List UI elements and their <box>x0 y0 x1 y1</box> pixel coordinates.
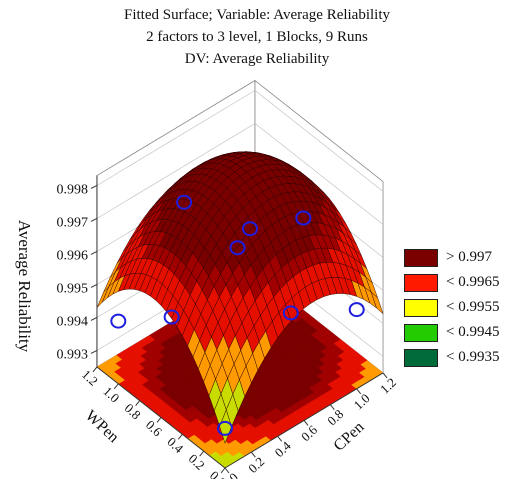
cpen-tick-mark <box>250 451 256 458</box>
z-tick-mark <box>90 350 98 354</box>
legend-item: < 0.9945 <box>404 320 499 345</box>
legend-item: > 0.997 <box>404 245 499 270</box>
cpen-tick-label: 0.8 <box>324 406 346 428</box>
chart-title-block: Fitted Surface; Variable: Average Reliab… <box>0 4 514 70</box>
wpen-tick-mark <box>113 383 119 390</box>
cpen-tick-mark <box>224 467 230 474</box>
wpen-tick-mark <box>199 450 205 457</box>
observed-point <box>217 420 233 436</box>
wpen-tick-mark <box>135 400 141 406</box>
wpen-tick-label: 1.2 <box>79 367 101 389</box>
cpen-tick-mark <box>356 388 362 395</box>
wpen-tick-mark <box>177 434 183 440</box>
cpen-tick-label: 0.0 <box>219 470 241 479</box>
cpen-tick-label: 0.6 <box>298 422 320 444</box>
wpen-tick-label: 0.2 <box>186 451 208 473</box>
z-tick-mark <box>90 218 98 222</box>
chart-subtitle-design: 2 factors to 3 level, 1 Blocks, 9 Runs <box>146 29 368 45</box>
wall-gridline <box>96 90 384 192</box>
legend-swatch <box>404 348 438 367</box>
observed-point <box>229 240 246 256</box>
observed-point <box>110 313 127 329</box>
legend-label: < 0.9945 <box>446 324 500 340</box>
z-tick-label: 0.998 <box>56 182 88 197</box>
observed-point <box>242 221 258 237</box>
observed-point <box>163 309 180 325</box>
wpen-tick-label: 0.4 <box>164 434 186 456</box>
legend-item: < 0.9955 <box>404 295 499 320</box>
legend-item: < 0.9965 <box>404 270 499 295</box>
z-tick-label: 0.995 <box>56 281 88 296</box>
z-tick-label: 0.993 <box>56 347 88 362</box>
legend-swatch <box>404 323 438 342</box>
wpen-tick-label: 1.0 <box>100 383 122 405</box>
z-tick-label: 0.996 <box>56 248 88 263</box>
wpen-tick-mark <box>156 417 162 423</box>
z-axis-title: Average Reliability <box>15 219 34 353</box>
wpen-tick-label: 0.0 <box>207 468 229 479</box>
z-tick-label: 0.997 <box>56 215 88 230</box>
legend-label: < 0.9955 <box>446 299 500 315</box>
observed-point <box>282 305 299 321</box>
legend-swatch <box>404 248 438 267</box>
observed-point <box>295 210 312 226</box>
wall-gridline <box>96 123 384 225</box>
cpen-tick-label: 0.2 <box>245 454 267 476</box>
cpen-tick-label: 0.4 <box>272 438 294 460</box>
cpen-tick-label: 1.0 <box>351 390 373 412</box>
cpen-tick-mark <box>303 420 309 426</box>
legend-swatch <box>404 273 438 292</box>
legend-label: < 0.9935 <box>446 349 500 365</box>
observed-point <box>348 302 365 318</box>
legend-item: < 0.9935 <box>404 345 499 370</box>
wpen-tick-label: 0.8 <box>122 400 144 422</box>
cpen-tick-mark <box>382 372 388 379</box>
cpen-tick-mark <box>329 404 335 410</box>
cpen-tick-label: 1.2 <box>377 375 399 397</box>
z-tick-mark <box>90 284 98 288</box>
wpen-tick-mark <box>220 467 226 474</box>
observed-point <box>176 194 193 210</box>
legend-label: > 0.997 <box>446 249 492 265</box>
z-tick-mark <box>90 185 98 189</box>
legend-label: < 0.9965 <box>446 274 500 290</box>
z-tick-mark <box>90 317 98 321</box>
legend: > 0.997 < 0.9965 < 0.9955 < 0.9945 < 0.9… <box>404 245 499 370</box>
chart-title: Fitted Surface; Variable: Average Reliab… <box>123 7 391 23</box>
z-tick-label: 0.994 <box>56 314 88 329</box>
cpen-tick-mark <box>277 436 283 442</box>
wpen-tick-mark <box>92 366 98 373</box>
wpen-tick-label: 0.6 <box>143 417 165 439</box>
legend-swatch <box>404 298 438 317</box>
chart-subtitle-dv: DV: Average Reliability <box>184 51 330 67</box>
z-tick-mark <box>90 251 98 255</box>
